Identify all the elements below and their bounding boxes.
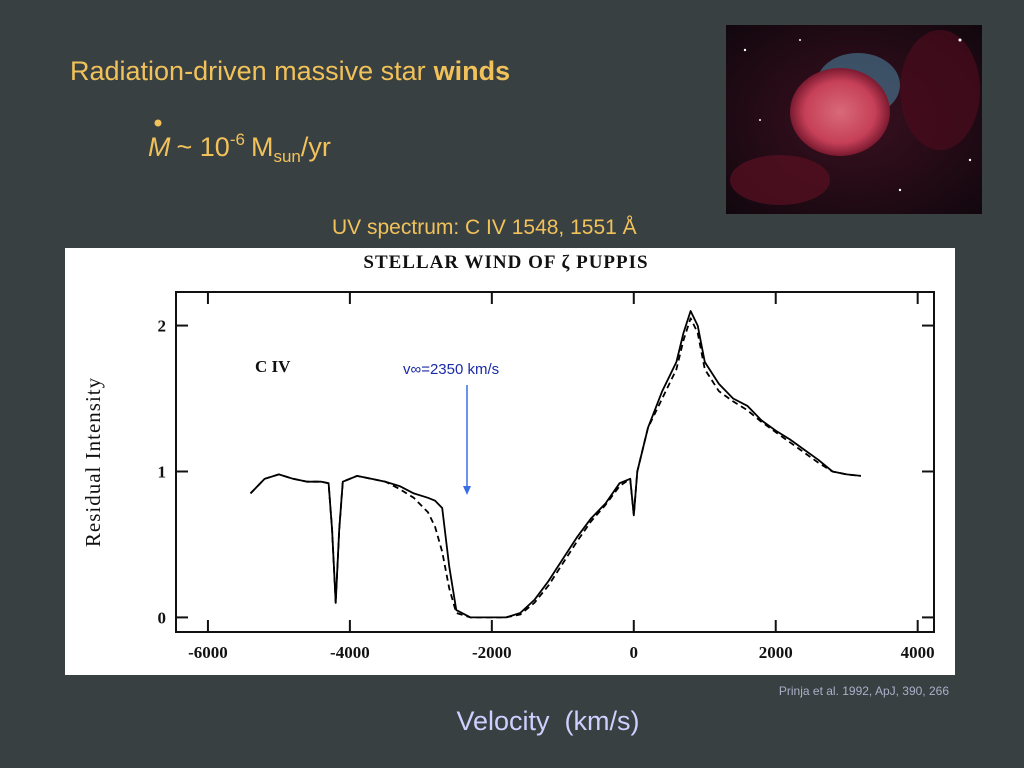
title-bold: winds bbox=[433, 56, 511, 86]
dot-accent bbox=[154, 119, 162, 127]
plot-frame bbox=[175, 291, 935, 633]
formula: M ~ 10-6 Msun/yr bbox=[148, 130, 331, 166]
x-axis-caption: Velocity (km/s) bbox=[456, 706, 639, 736]
x-tick-label: 0 bbox=[630, 643, 639, 662]
x-tick-label: -4000 bbox=[330, 643, 370, 662]
formula-unit-sub: sun bbox=[273, 147, 300, 166]
citation: Prinja et al. 1992, ApJ, 390, 266 bbox=[779, 684, 949, 698]
annotation-civ: C IV bbox=[255, 357, 291, 376]
x-tick-label: 4000 bbox=[901, 643, 935, 662]
spectrum-dashed bbox=[249, 317, 861, 619]
slide-title: Radiation-driven massive star winds bbox=[70, 56, 510, 86]
formula-unit: M bbox=[251, 132, 274, 162]
annotation-vinf: v∞=2350 km/s bbox=[403, 361, 499, 378]
title-text: Radiation-driven massive star bbox=[70, 56, 426, 86]
formula-tail: /yr bbox=[301, 132, 331, 162]
arrow-head bbox=[462, 486, 471, 495]
nebula-image bbox=[726, 25, 982, 214]
x-tick-label: -6000 bbox=[188, 643, 228, 662]
formula-approx: ~ 10 bbox=[177, 132, 230, 162]
chart-title: STELLAR WIND OF ζ PUPPIS bbox=[363, 252, 648, 273]
chart-background bbox=[65, 248, 955, 675]
y-axis-label: Residual Intensity bbox=[81, 377, 105, 547]
subtitle: UV spectrum: C IV 1548, 1551 Å bbox=[332, 216, 637, 239]
formula-exponent: -6 bbox=[230, 130, 245, 149]
y-tick-label: 0 bbox=[158, 608, 167, 627]
y-tick-label: 1 bbox=[158, 462, 167, 481]
formula-symbol: M bbox=[148, 132, 171, 162]
x-tick-label: -2000 bbox=[472, 643, 512, 662]
y-tick-label: 2 bbox=[158, 317, 167, 336]
x-tick-label: 2000 bbox=[759, 643, 793, 662]
